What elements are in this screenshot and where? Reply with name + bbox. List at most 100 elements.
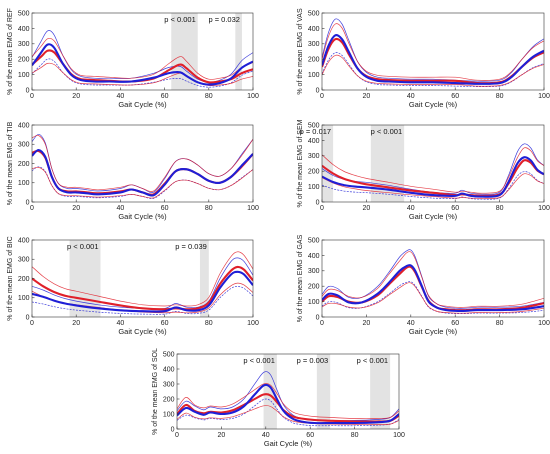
y-tick-label: 400 — [308, 253, 320, 260]
x-tick-label: 20 — [72, 93, 80, 100]
x-tick-label: 60 — [161, 320, 169, 327]
plot-frame — [321, 12, 545, 91]
y-tick-label: 200 — [308, 284, 320, 291]
y-tick-label: 400 — [18, 122, 30, 129]
significance-region — [235, 13, 242, 90]
y-tick-label: 300 — [308, 41, 320, 48]
plot-frame — [31, 12, 254, 91]
significance-region — [316, 354, 331, 429]
y-tick-label: 200 — [18, 161, 30, 168]
x-tick-label: 40 — [117, 93, 125, 100]
x-tick-label: 60 — [161, 205, 169, 212]
y-tick-label: 100 — [308, 184, 320, 191]
y-axis-label: % of the mean EMG of SOL — [152, 348, 159, 435]
p-value-label: p < 0.001 — [371, 127, 403, 136]
p-value-label: p = 0.003 — [297, 356, 329, 365]
sd-upper-line — [32, 134, 253, 192]
x-tick-label: 40 — [117, 320, 125, 327]
x-tick-label: 0 — [30, 320, 34, 327]
y-tick-label: 400 — [18, 237, 30, 244]
x-tick-label: 100 — [247, 93, 259, 100]
y-tick-label: 0 — [171, 426, 175, 433]
sd-lower-line — [32, 286, 253, 315]
mean-line — [32, 148, 253, 197]
p-value-label: p < 0.001 — [164, 15, 196, 24]
sd-upper-line — [32, 30, 253, 83]
x-tick-label: 0 — [30, 205, 34, 212]
x-tick-label: 100 — [393, 432, 405, 439]
y-tick-label: 0 — [316, 314, 320, 321]
y-tick-label: 100 — [18, 72, 30, 79]
x-tick-label: 0 — [175, 432, 179, 439]
y-tick-label: 300 — [308, 268, 320, 275]
y-tick-label: 0 — [316, 87, 320, 94]
y-tick-label: 300 — [163, 381, 175, 388]
sd-upper-line — [322, 18, 544, 82]
y-tick-label: 0 — [26, 87, 30, 94]
sd-upper-line — [322, 147, 544, 194]
y-tick-label: 500 — [308, 237, 320, 244]
x-tick-label: 100 — [538, 93, 550, 100]
emg-panel: 0 20 40 60 80 100 0 100 200 300 400 500 Gait Cycle (… — [297, 8, 550, 109]
sd-lower-line — [177, 398, 399, 427]
mean-line — [322, 264, 544, 312]
x-tick-label: 40 — [262, 432, 270, 439]
x-axis-label: Gait Cycle (%) — [409, 327, 458, 336]
x-tick-label: 40 — [117, 205, 125, 212]
mean-line — [32, 270, 253, 313]
significance-region — [171, 13, 198, 90]
x-tick-label: 0 — [320, 320, 324, 327]
x-tick-label: 60 — [451, 320, 459, 327]
x-axis-label: Gait Cycle (%) — [409, 212, 458, 221]
y-tick-label: 500 — [18, 10, 30, 17]
emg-panel: p < 0.001 p = 0.032 0 20 40 60 80 100 0 100 200 300… — [7, 8, 259, 109]
significance-region — [370, 354, 391, 429]
x-tick-label: 80 — [496, 93, 504, 100]
x-tick-label: 40 — [407, 205, 415, 212]
sd-upper-line — [32, 37, 253, 80]
x-tick-label: 60 — [451, 93, 459, 100]
y-tick-label: 400 — [308, 138, 320, 145]
emg-panel: 0 20 40 60 80 100 0 100 200 300 400 Gait Cycle (%)%… — [7, 121, 259, 221]
x-tick-label: 80 — [496, 205, 504, 212]
sd-lower-line — [32, 58, 253, 88]
mean-line — [177, 383, 399, 425]
sd-lower-line — [322, 171, 544, 200]
y-tick-label: 100 — [18, 180, 30, 187]
x-tick-label: 100 — [247, 205, 259, 212]
x-tick-label: 20 — [363, 205, 371, 212]
x-tick-label: 80 — [205, 205, 213, 212]
y-tick-label: 200 — [308, 57, 320, 64]
y-tick-label: 200 — [18, 276, 30, 283]
y-tick-label: 100 — [18, 295, 30, 302]
y-axis-label: % of the mean EMG of BIC — [7, 236, 14, 320]
p-value-label: p = 0.017 — [300, 127, 332, 136]
sd-lower-line — [32, 62, 253, 87]
emg-panel: p < 0.001 p = 0.039 0 20 40 60 80 100 0 100 200 300… — [7, 236, 259, 336]
p-value-label: p < 0.001 — [357, 356, 389, 365]
sd-upper-line — [32, 133, 253, 193]
y-tick-label: 100 — [163, 411, 175, 418]
y-tick-label: 400 — [18, 26, 30, 33]
y-tick-label: 0 — [316, 199, 320, 206]
mean-line — [322, 156, 544, 198]
sd-upper-line — [177, 383, 399, 419]
y-axis-label: % of the mean EMG of VAS — [297, 8, 304, 95]
x-axis-label: Gait Cycle (%) — [409, 100, 458, 109]
significance-region — [199, 240, 209, 317]
x-tick-label: 80 — [496, 320, 504, 327]
x-axis-label: Gait Cycle (%) — [264, 439, 313, 448]
plot-frame — [321, 239, 545, 318]
mean-line — [32, 43, 253, 86]
y-tick-label: 300 — [308, 153, 320, 160]
sd-lower-line — [177, 405, 399, 426]
x-tick-label: 40 — [407, 93, 415, 100]
sd-lower-line — [322, 54, 544, 87]
sd-upper-line — [32, 251, 253, 307]
x-tick-label: 80 — [205, 320, 213, 327]
y-tick-label: 0 — [26, 314, 30, 321]
y-tick-label: 500 — [308, 122, 320, 129]
x-tick-label: 20 — [218, 432, 226, 439]
sd-lower-line — [32, 166, 253, 199]
